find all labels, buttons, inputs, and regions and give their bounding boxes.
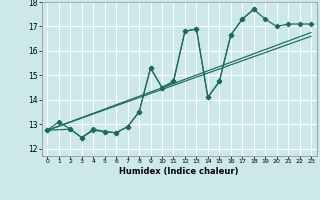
X-axis label: Humidex (Indice chaleur): Humidex (Indice chaleur) — [119, 167, 239, 176]
